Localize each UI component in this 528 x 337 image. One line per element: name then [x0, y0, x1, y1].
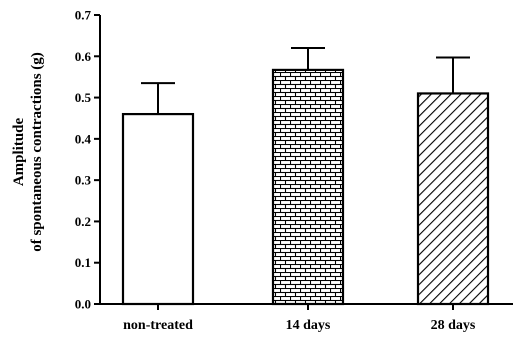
y-tick-label: 0.7: [75, 8, 92, 23]
bar: [271, 68, 345, 306]
y-tick-label: 0.3: [75, 173, 92, 188]
y-tick-label: 0.4: [75, 131, 92, 146]
y-tick-label: 0.6: [75, 49, 92, 64]
bar: [121, 112, 195, 306]
x-tick-label: 28 days: [431, 318, 476, 333]
x-tick-label: non-treated: [123, 318, 193, 333]
y-axis: 0.0 0.1 0.2 0.3 0.4 0.5 0.6 0.7: [75, 8, 101, 312]
x-tick-label: 14 days: [286, 318, 331, 333]
y-tick-label: 0.1: [75, 255, 91, 270]
y-tick-label: 0.5: [75, 90, 92, 105]
x-axis: non-treated 14 days 28 days: [99, 303, 513, 333]
bar: [416, 92, 490, 306]
y-tick-label: 0.0: [75, 297, 91, 312]
bars-group: [121, 47, 490, 306]
y-tick-label: 0.2: [75, 214, 91, 229]
y-axis-title: Amplitude of spontaneous contractions (g…: [11, 52, 45, 252]
y-axis-title-line-2: of spontaneous contractions (g): [29, 52, 45, 252]
y-axis-title-line-1: Amplitude: [11, 117, 27, 186]
